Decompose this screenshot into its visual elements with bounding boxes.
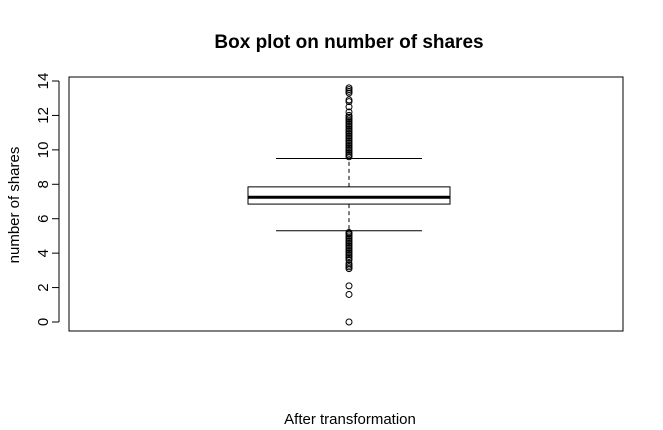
- outlier-point: [345, 108, 353, 116]
- outlier-point: [345, 290, 353, 298]
- outlier-points: [345, 84, 353, 326]
- boxplot: [247, 157, 451, 232]
- x-axis-label: After transformation: [284, 411, 416, 428]
- outlier-point: [345, 84, 353, 92]
- y-tick-label: 10: [35, 142, 52, 159]
- outlier-point: [345, 111, 353, 119]
- y-tick-label: 2: [35, 283, 52, 291]
- outlier-point: [345, 103, 353, 111]
- outlier-point: [345, 228, 353, 236]
- y-tick-label: 4: [35, 249, 52, 257]
- y-tick-label: 0: [35, 318, 52, 326]
- outlier-point: [345, 259, 353, 267]
- y-tick-label: 12: [35, 107, 52, 124]
- y-tick-label: 6: [35, 215, 52, 223]
- y-tick-label: 8: [35, 180, 52, 188]
- outlier-point: [345, 282, 353, 290]
- outlier-point: [345, 96, 353, 104]
- plot-frame: [68, 76, 624, 332]
- outlier-point: [345, 318, 353, 326]
- y-axis: 0 2 4 6 8 10 12 14: [35, 73, 60, 326]
- y-axis-label: number of shares: [6, 147, 23, 264]
- y-tick-label: 14: [35, 73, 52, 90]
- iqr-box: [247, 186, 451, 205]
- chart-title: Box plot on number of shares: [214, 32, 483, 53]
